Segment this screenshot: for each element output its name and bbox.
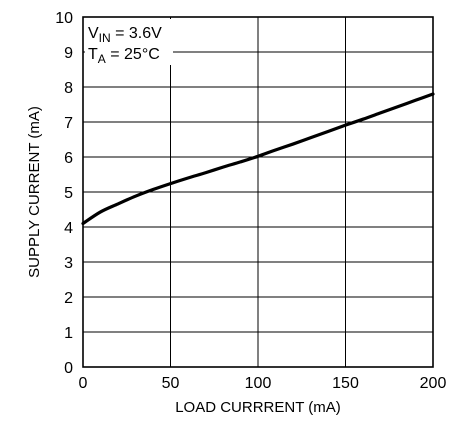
x-tick-label-4: 200 — [420, 375, 447, 392]
annotation-box — [85, 19, 173, 65]
y-tick-label-7: 7 — [64, 115, 73, 132]
annotation-ta-sub: A — [98, 52, 106, 66]
x-tick-label-0: 0 — [79, 375, 88, 392]
series-line — [81, 92, 435, 226]
x-axis-title: LOAD CURRRENT (mA) — [175, 399, 341, 416]
annotation-vin-main: V — [88, 25, 99, 42]
y-tick-label-3: 3 — [64, 255, 73, 272]
y-tick-label-2: 2 — [64, 290, 73, 307]
x-tick-labels: 0 50 100 150 200 — [79, 375, 447, 392]
y-tick-label-0: 0 — [64, 360, 73, 377]
y-tick-label-6: 6 — [64, 150, 73, 167]
annotation-ta: TA = 25°C — [88, 46, 160, 66]
y-tick-label-8: 8 — [64, 80, 73, 97]
y-tick-labels: 0 1 2 3 4 5 6 7 8 9 10 — [55, 10, 73, 377]
annotation-ta-main: T — [88, 46, 98, 63]
annotation-ta-rest: = 25°C — [106, 46, 160, 63]
annotation-vin: VIN = 3.6V — [88, 25, 162, 45]
y-tick-label-4: 4 — [64, 220, 73, 237]
plot-frame — [82, 16, 434, 368]
grid — [82, 16, 434, 368]
y-tick-label-5: 5 — [64, 185, 73, 202]
annotation-vin-sub: IN — [99, 31, 111, 45]
y-tick-label-10: 10 — [55, 10, 73, 27]
y-tick-label-9: 9 — [64, 45, 73, 62]
y-axis-title: SUPPLY CURRENT (mA) — [26, 106, 43, 278]
x-tick-label-3: 150 — [332, 375, 359, 392]
x-tick-label-2: 100 — [245, 375, 272, 392]
y-tick-label-1: 1 — [64, 325, 73, 342]
annotation-vin-rest: = 3.6V — [111, 25, 162, 42]
x-tick-label-1: 50 — [162, 375, 180, 392]
